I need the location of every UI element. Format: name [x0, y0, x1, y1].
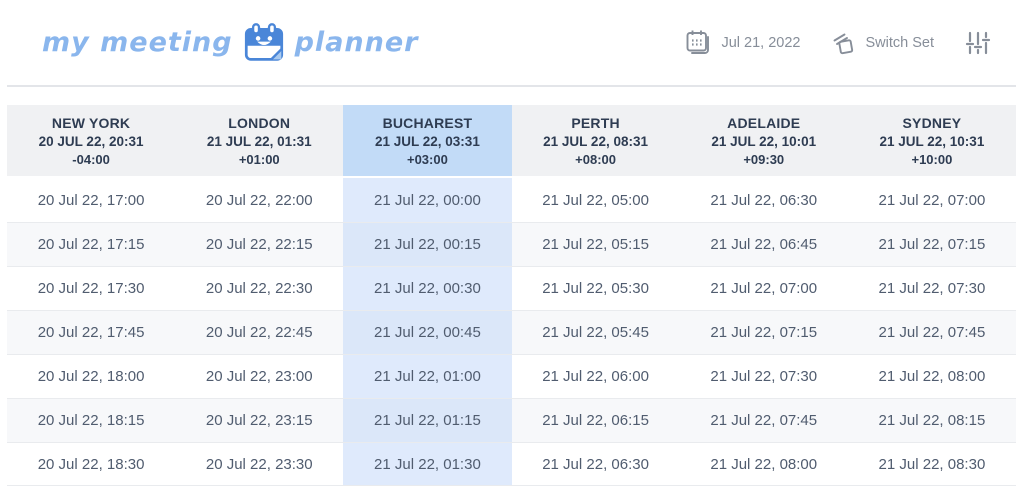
selected-date-label: Jul 21, 2022 [721, 34, 801, 51]
time-cell[interactable]: 21 Jul 22, 06:30 [542, 455, 649, 473]
logo-text-right: planner [294, 27, 419, 58]
header-city: SYDNEY [902, 114, 962, 131]
header-offset: +08:00 [575, 151, 616, 167]
column-header-london[interactable]: LONDON 21 JUL 22, 01:31 +01:00 [175, 105, 344, 176]
header-offset: +10:00 [911, 151, 953, 167]
time-cell[interactable]: 21 Jul 22, 08:30 [878, 455, 986, 473]
time-cell[interactable]: 21 Jul 22, 01:15 [343, 399, 512, 442]
time-cell[interactable]: 20 Jul 22, 23:00 [205, 368, 313, 385]
top-bar: my meeting planner [7, 0, 1016, 87]
table-row[interactable]: 20 Jul 22, 17:30 20 Jul 22, 22:30 21 Jul 2… [7, 266, 1016, 310]
time-cell[interactable]: 20 Jul 22, 22:30 [205, 280, 313, 297]
column-header-bucharest[interactable]: BUCHAREST 21 JUL 22, 03:31 +03:00 [343, 105, 512, 176]
time-cell[interactable]: 21 Jul 22, 07:00 [710, 280, 818, 297]
time-cell[interactable]: 21 Jul 22, 05:15 [542, 236, 649, 253]
time-cell[interactable]: 20 Jul 22, 18:15 [37, 412, 145, 429]
time-cell[interactable]: 21 Jul 22, 07:30 [878, 280, 986, 297]
switch-set-label: Switch Set [865, 34, 935, 51]
switch-set-button[interactable]: Switch Set [831, 30, 935, 56]
time-cell[interactable]: 20 Jul 22, 17:00 [37, 191, 145, 209]
time-cell[interactable]: 21 Jul 22, 05:30 [542, 280, 649, 297]
time-cell[interactable]: 20 Jul 22, 23:15 [205, 412, 313, 429]
column-header-new-york[interactable]: NEW YORK 20 JUL 22, 20:31 -04:00 [7, 105, 176, 176]
table-body: 20 Jul 22, 17:00 20 Jul 22, 22:00 21 Jul 2… [7, 178, 1016, 486]
time-cell[interactable]: 21 Jul 22, 06:15 [542, 412, 649, 429]
table-row[interactable]: 20 Jul 22, 17:15 20 Jul 22, 22:15 21 Jul 2… [7, 222, 1016, 266]
toolbar-controls: Jul 21, 2022 Switch Set [685, 29, 992, 57]
time-cell[interactable]: 21 Jul 22, 05:00 [542, 191, 649, 209]
time-cell[interactable]: 21 Jul 22, 05:45 [542, 324, 649, 341]
table-row[interactable]: 20 Jul 22, 17:45 20 Jul 22, 22:45 21 Jul 2… [7, 310, 1016, 354]
time-cell[interactable]: 20 Jul 22, 22:15 [205, 236, 313, 253]
smiling-calendar-icon [243, 22, 285, 63]
time-cell[interactable]: 20 Jul 22, 22:45 [205, 324, 313, 341]
calendar-icon [685, 29, 712, 56]
time-cell[interactable]: 20 Jul 22, 17:45 [37, 324, 145, 341]
time-cell[interactable]: 21 Jul 22, 00:45 [343, 311, 512, 354]
table-row[interactable]: 20 Jul 22, 17:00 20 Jul 22, 22:00 21 Jul 2… [7, 178, 1016, 222]
time-cell[interactable]: 21 Jul 22, 07:45 [878, 324, 986, 341]
header-city: ADELAIDE [727, 114, 801, 131]
sliders-icon [964, 29, 992, 57]
app-logo: my meeting planner [42, 22, 419, 63]
time-cell[interactable]: 21 Jul 22, 00:15 [343, 223, 512, 266]
header-city: PERTH [571, 114, 620, 131]
time-cell[interactable]: 21 Jul 22, 07:15 [878, 236, 986, 253]
table-row[interactable]: 20 Jul 22, 18:30 20 Jul 22, 23:30 21 Jul 2… [7, 442, 1016, 486]
header-datetime: 21 JUL 22, 10:31 [879, 133, 985, 149]
time-cell[interactable]: 20 Jul 22, 18:30 [37, 455, 145, 473]
time-cell[interactable]: 21 Jul 22, 06:00 [542, 368, 649, 385]
time-cell[interactable]: 21 Jul 22, 07:30 [710, 368, 818, 385]
column-header-adelaide[interactable]: ADELAIDE 21 JUL 22, 10:01 +09:30 [679, 105, 848, 176]
layers-icon [831, 30, 857, 56]
column-header-perth[interactable]: PERTH 21 JUL 22, 08:31 +08:00 [511, 105, 680, 176]
time-cell[interactable]: 21 Jul 22, 08:15 [878, 412, 986, 429]
header-offset: +01:00 [238, 151, 280, 167]
time-cell[interactable]: 21 Jul 22, 01:00 [343, 355, 512, 398]
header-datetime: 21 JUL 22, 03:31 [375, 133, 480, 149]
time-cell[interactable]: 20 Jul 22, 23:30 [205, 455, 313, 473]
header-city: BUCHAREST [382, 114, 473, 131]
header-datetime: 20 JUL 22, 20:31 [38, 133, 144, 149]
header-datetime: 21 JUL 22, 10:01 [711, 133, 817, 149]
table-row[interactable]: 20 Jul 22, 18:00 20 Jul 22, 23:00 21 Jul 2… [7, 354, 1016, 398]
header-offset: +03:00 [406, 151, 448, 167]
time-cell[interactable]: 21 Jul 22, 07:00 [878, 191, 986, 209]
table-row[interactable]: 20 Jul 22, 18:15 20 Jul 22, 23:15 21 Jul 2… [7, 398, 1016, 442]
time-cell[interactable]: 21 Jul 22, 06:45 [710, 236, 818, 253]
time-cell[interactable]: 20 Jul 22, 17:15 [37, 236, 145, 253]
header-datetime: 21 JUL 22, 01:31 [206, 133, 312, 149]
time-cell[interactable]: 20 Jul 22, 18:00 [37, 368, 145, 385]
time-cell[interactable]: 20 Jul 22, 22:00 [205, 191, 313, 209]
time-cell[interactable]: 21 Jul 22, 08:00 [710, 455, 818, 473]
filters-button[interactable] [964, 29, 992, 57]
header-city: NEW YORK [51, 114, 131, 131]
time-cell[interactable]: 20 Jul 22, 17:30 [37, 280, 145, 297]
time-cell[interactable]: 21 Jul 22, 07:45 [710, 412, 818, 429]
time-cell[interactable]: 21 Jul 22, 06:30 [710, 191, 818, 209]
column-header-sydney[interactable]: SYDNEY 21 JUL 22, 10:31 +10:00 [847, 105, 1016, 176]
time-cell[interactable]: 21 Jul 22, 07:15 [710, 324, 818, 341]
table-header-row: NEW YORK 20 JUL 22, 20:31 -04:00 LONDON 21 J… [7, 105, 1016, 176]
date-picker[interactable]: Jul 21, 2022 [685, 29, 801, 56]
header-datetime: 21 JUL 22, 08:31 [543, 133, 648, 149]
time-cell[interactable]: 21 Jul 22, 01:30 [343, 443, 512, 485]
time-cell[interactable]: 21 Jul 22, 00:00 [343, 178, 512, 222]
header-offset: -04:00 [72, 151, 110, 167]
time-cell[interactable]: 21 Jul 22, 08:00 [878, 368, 986, 385]
header-offset: +09:30 [743, 151, 785, 167]
logo-text-left: my meeting [42, 27, 233, 58]
timezone-table: NEW YORK 20 JUL 22, 20:31 -04:00 LONDON 21 J… [7, 105, 1016, 486]
time-cell[interactable]: 21 Jul 22, 00:30 [343, 267, 512, 310]
header-city: LONDON [228, 114, 291, 131]
